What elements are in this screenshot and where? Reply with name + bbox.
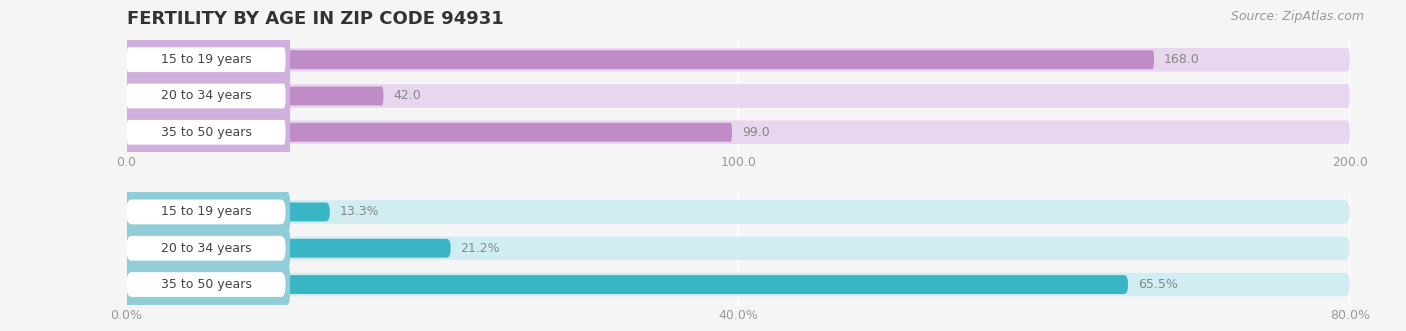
FancyBboxPatch shape: [122, 227, 290, 269]
FancyBboxPatch shape: [122, 263, 290, 306]
FancyBboxPatch shape: [127, 120, 1350, 144]
FancyBboxPatch shape: [127, 200, 1350, 224]
Text: 15 to 19 years: 15 to 19 years: [160, 53, 252, 66]
Text: 65.5%: 65.5%: [1137, 278, 1178, 291]
FancyBboxPatch shape: [122, 98, 290, 166]
FancyBboxPatch shape: [127, 236, 285, 260]
Text: 35 to 50 years: 35 to 50 years: [160, 126, 252, 139]
FancyBboxPatch shape: [122, 191, 290, 233]
Text: 20 to 34 years: 20 to 34 years: [160, 89, 252, 103]
FancyBboxPatch shape: [127, 272, 285, 297]
Text: 20 to 34 years: 20 to 34 years: [160, 242, 252, 255]
Text: 35 to 50 years: 35 to 50 years: [160, 278, 252, 291]
Text: 168.0: 168.0: [1164, 53, 1199, 66]
FancyBboxPatch shape: [127, 200, 285, 224]
FancyBboxPatch shape: [127, 48, 1350, 71]
FancyBboxPatch shape: [127, 47, 285, 72]
FancyBboxPatch shape: [127, 50, 1154, 69]
FancyBboxPatch shape: [127, 84, 1350, 108]
FancyBboxPatch shape: [127, 86, 384, 106]
Text: 13.3%: 13.3%: [340, 206, 380, 218]
Text: 21.2%: 21.2%: [461, 242, 501, 255]
FancyBboxPatch shape: [127, 275, 1128, 294]
Text: 42.0: 42.0: [394, 89, 420, 103]
FancyBboxPatch shape: [127, 273, 1350, 296]
FancyBboxPatch shape: [127, 236, 1350, 260]
FancyBboxPatch shape: [127, 203, 330, 221]
FancyBboxPatch shape: [127, 84, 285, 108]
Text: 99.0: 99.0: [742, 126, 769, 139]
Text: FERTILITY BY AGE IN ZIP CODE 94931: FERTILITY BY AGE IN ZIP CODE 94931: [127, 10, 503, 28]
FancyBboxPatch shape: [127, 120, 285, 145]
FancyBboxPatch shape: [122, 62, 290, 130]
FancyBboxPatch shape: [122, 25, 290, 94]
FancyBboxPatch shape: [127, 123, 733, 142]
FancyBboxPatch shape: [127, 239, 451, 258]
Text: 15 to 19 years: 15 to 19 years: [160, 206, 252, 218]
Text: Source: ZipAtlas.com: Source: ZipAtlas.com: [1230, 10, 1364, 23]
